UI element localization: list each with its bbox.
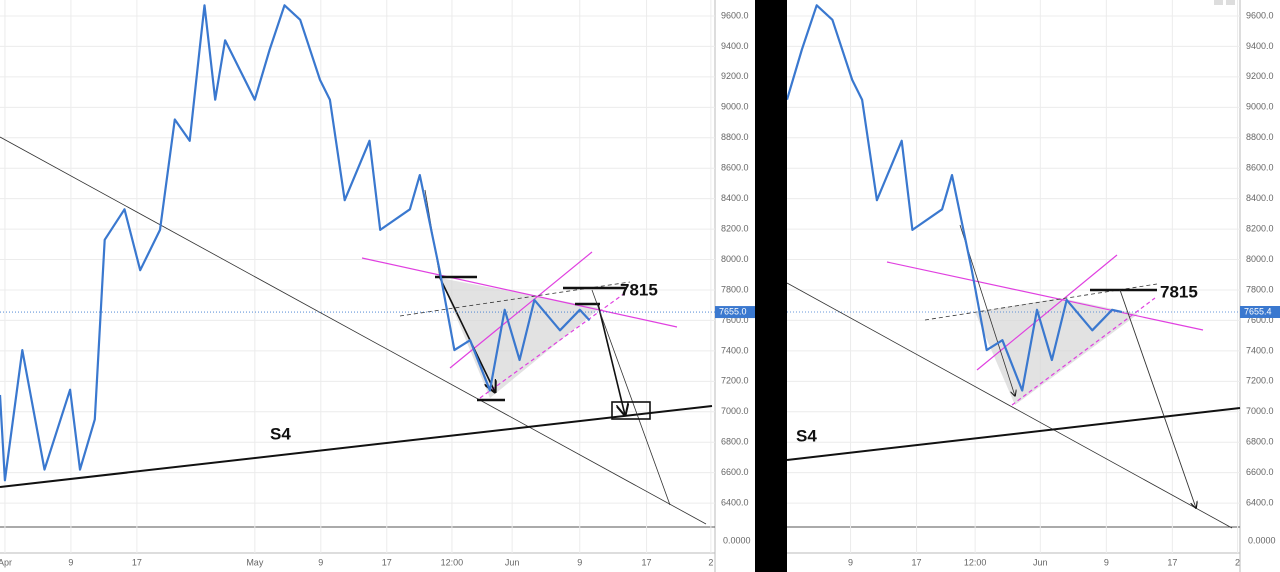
x-tick-label: 12:00 bbox=[441, 557, 464, 567]
y-tick-label: 8200.0 bbox=[1246, 223, 1274, 233]
y-tick-label: 9000.0 bbox=[1246, 102, 1274, 112]
x-tick-label: 9 bbox=[68, 557, 73, 567]
y-tick-label: 7600.0 bbox=[721, 315, 749, 325]
y-tick-label: 8200.0 bbox=[721, 223, 749, 233]
annotation: 7815 bbox=[1160, 282, 1198, 301]
y-tick-label: 6600.0 bbox=[1246, 467, 1274, 477]
x-tick-label: 2 bbox=[708, 557, 713, 567]
last-price-label: 7655.4 bbox=[1244, 306, 1272, 316]
x-tick-label: 9 bbox=[577, 557, 582, 567]
x-tick-label: 17 bbox=[912, 557, 922, 567]
y-tick-label: 9400.0 bbox=[1246, 41, 1274, 51]
lower-pane-label: 0.0000 bbox=[723, 535, 751, 545]
annotation: S4 bbox=[796, 426, 817, 445]
y-tick-label: 7800.0 bbox=[1246, 284, 1274, 294]
y-tick-label: 9200.0 bbox=[721, 71, 749, 81]
last-price-label: 7655.0 bbox=[719, 306, 747, 316]
x-tick-label: 9 bbox=[848, 557, 853, 567]
data-layer: 7655.0 7815 S4 7655.4 7815 S4 bbox=[0, 4, 1280, 482]
y-tick-label: 6800.0 bbox=[1246, 437, 1274, 447]
x-tick-label: May bbox=[246, 557, 264, 567]
y-tick-label: 7200.0 bbox=[1246, 376, 1274, 386]
x-tick-label: Apr bbox=[0, 557, 12, 567]
y-tick-label: 9000.0 bbox=[721, 102, 749, 112]
y-tick-label: 6400.0 bbox=[1246, 497, 1274, 507]
y-tick-label: 7400.0 bbox=[1246, 345, 1274, 355]
price-line bbox=[0, 4, 591, 482]
annotation: 7815 bbox=[620, 280, 658, 299]
x-tick-label: 12:00 bbox=[964, 557, 987, 567]
divider bbox=[755, 0, 787, 572]
y-tick-label: 8600.0 bbox=[1246, 163, 1274, 173]
y-tick-label: 9400.0 bbox=[721, 41, 749, 51]
x-tick-label: 9 bbox=[1104, 557, 1109, 567]
x-tick-label: 17 bbox=[132, 557, 142, 567]
x-tick-label: Jun bbox=[1033, 557, 1048, 567]
y-tick-label: 8000.0 bbox=[721, 254, 749, 264]
y-tick-label: 9600.0 bbox=[721, 10, 749, 20]
y-tick-label: 8600.0 bbox=[721, 163, 749, 173]
y-tick-label: 6800.0 bbox=[721, 437, 749, 447]
x-tick-label: 17 bbox=[642, 557, 652, 567]
y-tick-label: 9200.0 bbox=[1246, 71, 1274, 81]
x-tick-label: 9 bbox=[318, 557, 323, 567]
y-tick-label: 7400.0 bbox=[721, 345, 749, 355]
x-tick-label: Jun bbox=[505, 557, 520, 567]
y-tick-label: 8400.0 bbox=[1246, 193, 1274, 203]
y-tick-label: 6400.0 bbox=[721, 497, 749, 507]
y-tick-label: 7600.0 bbox=[1246, 315, 1274, 325]
price-line bbox=[785, 4, 1123, 392]
x-tick-label: 17 bbox=[1167, 557, 1177, 567]
last-price-box bbox=[715, 306, 755, 319]
y-tick-label: 7000.0 bbox=[721, 406, 749, 416]
y-tick-label: 6600.0 bbox=[721, 467, 749, 477]
lower-pane-label: 0.0000 bbox=[1248, 535, 1276, 545]
x-tick-label: 17 bbox=[382, 557, 392, 567]
y-tick-label: 8800.0 bbox=[721, 132, 749, 142]
x-tick-label: 2 bbox=[1235, 557, 1240, 567]
y-tick-label: 8000.0 bbox=[1246, 254, 1274, 264]
y-tick-label: 7800.0 bbox=[721, 284, 749, 294]
annotation: S4 bbox=[270, 424, 291, 443]
y-tick-label: 9600.0 bbox=[1246, 10, 1274, 20]
y-tick-label: 8400.0 bbox=[721, 193, 749, 203]
y-tick-label: 7000.0 bbox=[1246, 406, 1274, 416]
last-price-box bbox=[1240, 306, 1280, 318]
y-tick-label: 8800.0 bbox=[1246, 132, 1274, 142]
y-tick-label: 7200.0 bbox=[721, 376, 749, 386]
